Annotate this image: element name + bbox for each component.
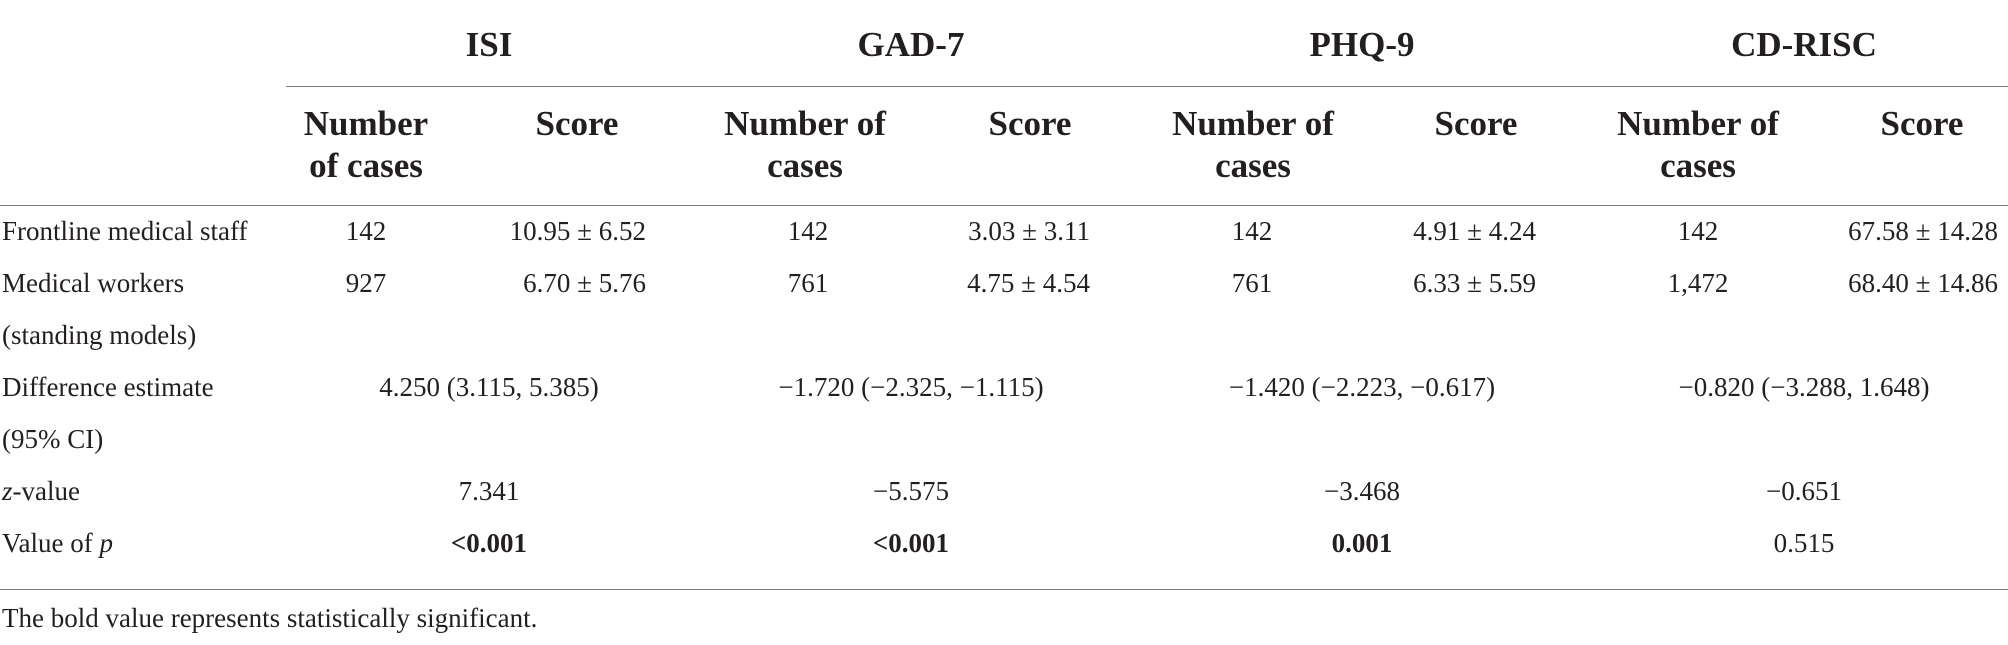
subheader-phq9-cases: Number of cases (1172, 104, 1334, 185)
row-label-p: Value of p (2, 530, 113, 557)
subheader-isi-cases: Number of cases (303, 104, 429, 185)
subheader-gad7-score: Score (988, 104, 1072, 143)
group-header-phq9: PHQ-9 (1309, 25, 1415, 64)
cell-frontline-isi-score: 10.95 ± 6.52 (509, 216, 646, 246)
cell-p-isi: <0.001 (450, 528, 528, 558)
subheader-isi-score: Score (535, 104, 619, 143)
subheader-cdrisc-score: Score (1880, 104, 1964, 143)
cell-frontline-isi-cases: 142 (345, 216, 387, 246)
row-label-p-prefix: Value of (2, 528, 100, 558)
table-bottom-rule (0, 589, 2008, 590)
cell-z-gad7: −5.575 (873, 476, 949, 506)
subheader-gad7-cases: Number of cases (724, 104, 886, 185)
cell-p-gad7: <0.001 (872, 528, 950, 558)
cell-frontline-cdrisc-score: 67.58 ± 14.28 (1848, 216, 1998, 246)
row-label-z: z-value (2, 478, 80, 505)
row-label-workers-line2: (standing models) (2, 320, 197, 350)
cell-p-cdrisc: 0.515 (1773, 528, 1835, 558)
cell-workers-cdrisc-cases: 1,472 (1667, 268, 1729, 298)
cell-difference-gad7: −1.720 (−2.325, −1.115) (778, 372, 1044, 402)
cell-z-cdrisc: −0.651 (1766, 476, 1842, 506)
group-header-rule (286, 86, 2008, 87)
cell-workers-isi-score: 6.70 ± 5.76 (523, 268, 646, 298)
cell-frontline-phq9-cases: 142 (1231, 216, 1273, 246)
group-header-isi: ISI (465, 25, 513, 64)
header-bottom-rule (0, 205, 2008, 206)
cell-p-phq9: 0.001 (1331, 528, 1393, 558)
cell-frontline-phq9-score: 4.91 ± 4.24 (1413, 216, 1536, 246)
cell-workers-gad7-score: 4.75 ± 4.54 (967, 268, 1090, 298)
group-header-cdrisc: CD-RISC (1731, 25, 1877, 64)
table-footnote: The bold value represents statistically … (2, 603, 538, 633)
cell-workers-phq9-score: 6.33 ± 5.59 (1413, 268, 1536, 298)
row-label-difference-line1: Difference estimate (2, 372, 214, 402)
row-label-workers-line1: Medical workers (2, 268, 185, 298)
cell-difference-isi: 4.250 (3.115, 5.385) (379, 372, 599, 402)
row-label-p-italic: p (99, 528, 113, 558)
cell-workers-phq9-cases: 761 (1231, 268, 1273, 298)
cell-z-isi: 7.341 (458, 476, 520, 506)
row-label-z-rest: -value (12, 476, 80, 506)
row-label-difference-line2: (95% CI) (2, 424, 104, 454)
cell-workers-gad7-cases: 761 (787, 268, 829, 298)
row-label-frontline: Frontline medical staff (2, 216, 248, 246)
row-label-z-italic: z (2, 476, 13, 506)
subheader-phq9-score: Score (1434, 104, 1518, 143)
cell-workers-cdrisc-score: 68.40 ± 14.86 (1848, 268, 1998, 298)
subheader-cdrisc-cases: Number of cases (1617, 104, 1779, 185)
cell-frontline-gad7-score: 3.03 ± 3.11 (968, 216, 1090, 246)
cell-difference-phq9: −1.420 (−2.223, −0.617) (1228, 372, 1496, 402)
cell-frontline-gad7-cases: 142 (787, 216, 829, 246)
cell-workers-isi-cases: 927 (345, 268, 387, 298)
cell-difference-cdrisc: −0.820 (−3.288, 1.648) (1678, 372, 1930, 402)
cell-z-phq9: −3.468 (1324, 476, 1400, 506)
cell-frontline-cdrisc-cases: 142 (1677, 216, 1719, 246)
group-header-gad7: GAD-7 (857, 25, 965, 64)
